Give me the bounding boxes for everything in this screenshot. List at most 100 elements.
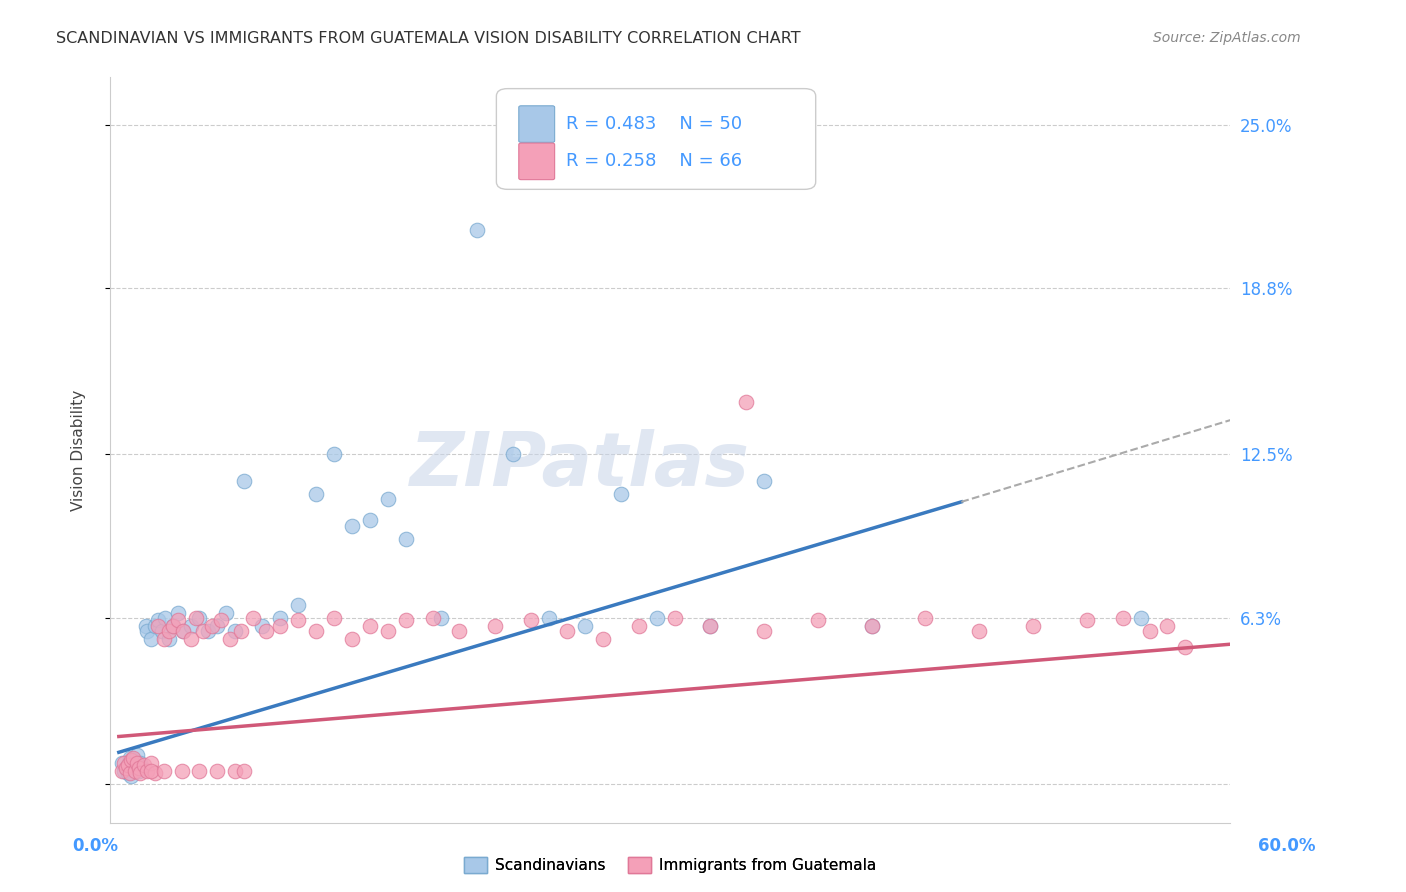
Point [395, 614, 418, 628]
Point [215, 606, 238, 620]
Point [377, 492, 399, 507]
Point [627, 619, 650, 633]
Legend: Scandinavians, Immigrants from Guatemala: Scandinavians, Immigrants from Guatemala [458, 851, 882, 880]
Point [115, 761, 138, 775]
Point [395, 532, 418, 546]
Point [188, 764, 211, 778]
Point [132, 758, 155, 772]
Point [465, 223, 488, 237]
Point [117, 758, 139, 772]
Point [124, 764, 146, 778]
Point [1139, 624, 1161, 638]
Point [136, 764, 159, 778]
Point [305, 624, 328, 638]
Point [269, 619, 291, 633]
Point [287, 614, 309, 628]
Y-axis label: Vision Disability: Vision Disability [72, 390, 86, 511]
Point [229, 624, 252, 638]
Point [609, 487, 631, 501]
Point [197, 624, 219, 638]
Point [115, 761, 138, 775]
Text: Source: ZipAtlas.com: Source: ZipAtlas.com [1153, 31, 1301, 45]
Point [359, 513, 381, 527]
Point [254, 624, 277, 638]
Point [131, 761, 153, 775]
Point [188, 611, 211, 625]
Point [340, 518, 363, 533]
Point [172, 624, 194, 638]
Point [449, 624, 471, 638]
Point [699, 619, 721, 633]
Point [233, 764, 256, 778]
Point [167, 606, 190, 620]
Point [735, 394, 758, 409]
Text: SCANDINAVIAN VS IMMIGRANTS FROM GUATEMALA VISION DISABILITY CORRELATION CHART: SCANDINAVIAN VS IMMIGRANTS FROM GUATEMAL… [56, 31, 801, 46]
Point [128, 764, 150, 778]
Point [699, 619, 721, 633]
Point [184, 611, 207, 625]
Point [860, 619, 883, 633]
Point [520, 614, 543, 628]
Point [1022, 619, 1045, 633]
Point [125, 747, 148, 762]
Point [143, 766, 166, 780]
Point [752, 474, 775, 488]
FancyBboxPatch shape [519, 106, 554, 143]
Point [537, 611, 560, 625]
Point [122, 750, 145, 764]
Point [191, 624, 214, 638]
Point [129, 766, 152, 780]
Point [143, 619, 166, 633]
Point [150, 624, 173, 638]
Point [359, 619, 381, 633]
Point [233, 474, 256, 488]
Point [152, 764, 174, 778]
Point [645, 611, 668, 625]
Point [139, 764, 162, 778]
Point [484, 619, 506, 633]
Point [207, 619, 229, 633]
Point [136, 624, 159, 638]
Point [377, 624, 399, 638]
Point [148, 614, 170, 628]
Point [305, 487, 328, 501]
Point [155, 611, 177, 625]
Point [502, 447, 524, 461]
Point [269, 611, 291, 625]
Point [555, 624, 578, 638]
Point [430, 611, 453, 625]
Point [118, 766, 141, 780]
Point [967, 624, 990, 638]
Text: R = 0.258    N = 66: R = 0.258 N = 66 [565, 153, 742, 170]
Point [170, 764, 193, 778]
Point [242, 611, 264, 625]
Point [807, 614, 830, 628]
Point [152, 632, 174, 646]
Point [111, 764, 134, 778]
Point [167, 614, 190, 628]
Point [323, 611, 346, 625]
Point [592, 632, 614, 646]
Point [340, 632, 363, 646]
Point [162, 619, 184, 633]
Point [860, 619, 883, 633]
Point [148, 619, 170, 633]
Point [125, 756, 148, 770]
Point [117, 766, 139, 780]
Point [180, 632, 202, 646]
Point [112, 756, 135, 770]
Point [574, 619, 596, 633]
Point [1076, 614, 1098, 628]
Point [120, 753, 142, 767]
Point [1156, 619, 1178, 633]
Point [157, 632, 180, 646]
Point [752, 624, 775, 638]
Point [180, 619, 202, 633]
FancyBboxPatch shape [496, 88, 815, 189]
Point [422, 611, 444, 625]
Point [323, 447, 346, 461]
Point [209, 614, 232, 628]
Point [118, 750, 141, 764]
Point [157, 624, 180, 638]
Point [111, 756, 134, 770]
